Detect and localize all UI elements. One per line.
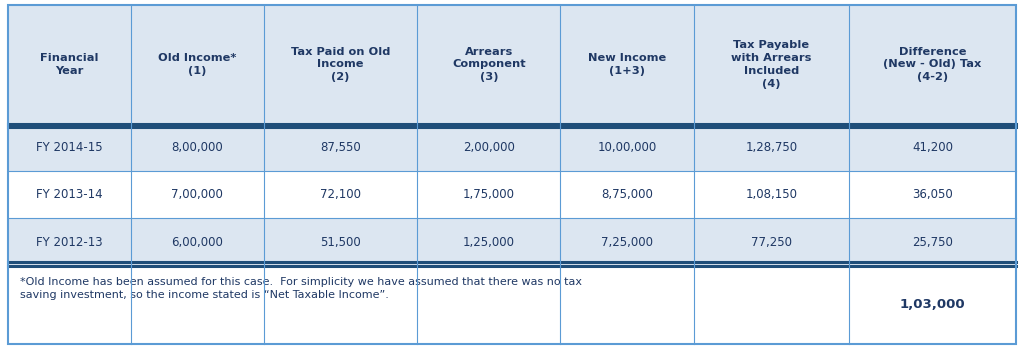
Text: 1,25,000: 1,25,000 (463, 236, 515, 248)
Bar (693, 5, 849, 124)
Text: 77,250: 77,250 (751, 236, 792, 248)
Text: 10,00,000: 10,00,000 (597, 141, 656, 154)
Bar (418, 218, 560, 266)
Bar (418, 5, 560, 124)
Bar (693, 124, 849, 171)
Bar (8, 5, 131, 124)
Text: 41,200: 41,200 (912, 141, 953, 154)
Bar (418, 124, 560, 171)
Text: 7,00,000: 7,00,000 (171, 188, 223, 201)
Bar (849, 218, 1016, 266)
Bar (560, 171, 693, 218)
Bar (264, 5, 418, 124)
Text: 25,750: 25,750 (912, 236, 953, 248)
Text: 1,75,000: 1,75,000 (463, 188, 515, 201)
Bar (560, 124, 693, 171)
Text: 87,550: 87,550 (321, 141, 361, 154)
Text: 1,28,750: 1,28,750 (745, 141, 798, 154)
Text: FY 2012-13: FY 2012-13 (36, 236, 102, 248)
Text: New Income
(1+3): New Income (1+3) (588, 53, 666, 76)
Text: Difference
(New - Old) Tax
(4-2): Difference (New - Old) Tax (4-2) (884, 47, 982, 82)
Text: 7,25,000: 7,25,000 (601, 236, 653, 248)
Text: FY 2014-15: FY 2014-15 (36, 141, 102, 154)
Bar (8, 218, 131, 266)
Bar (8, 171, 131, 218)
Text: 72,100: 72,100 (321, 188, 361, 201)
Bar (8, 266, 849, 344)
Bar (693, 171, 849, 218)
Bar (849, 124, 1016, 171)
Text: 6,00,000: 6,00,000 (171, 236, 223, 248)
Text: 2,00,000: 2,00,000 (463, 141, 515, 154)
Bar (264, 218, 418, 266)
Text: Old Income*
(1): Old Income* (1) (158, 53, 237, 76)
Text: Financial
Year: Financial Year (40, 53, 98, 76)
Bar (693, 218, 849, 266)
Text: 8,00,000: 8,00,000 (171, 141, 223, 154)
Bar (849, 5, 1016, 124)
Bar (131, 218, 264, 266)
Text: 1,08,150: 1,08,150 (745, 188, 798, 201)
Bar (849, 266, 1016, 344)
Text: Arrears
Component
(3): Arrears Component (3) (452, 47, 525, 82)
Text: Tax Payable
with Arrears
Included
(4): Tax Payable with Arrears Included (4) (731, 40, 812, 89)
Bar (560, 218, 693, 266)
Bar (8, 124, 131, 171)
Bar (131, 5, 264, 124)
Bar (131, 171, 264, 218)
Bar (560, 5, 693, 124)
Bar (264, 171, 418, 218)
Text: 8,75,000: 8,75,000 (601, 188, 653, 201)
Text: FY 2013-14: FY 2013-14 (36, 188, 102, 201)
Text: 36,050: 36,050 (912, 188, 953, 201)
Bar (131, 124, 264, 171)
Text: 1,03,000: 1,03,000 (900, 298, 966, 311)
Text: *Old Income has been assumed for this case.  For simplicity we have assumed that: *Old Income has been assumed for this ca… (20, 277, 583, 300)
Bar (264, 124, 418, 171)
Bar (418, 171, 560, 218)
Text: 51,500: 51,500 (321, 236, 361, 248)
Bar (849, 171, 1016, 218)
Text: Tax Paid on Old
Income
(2): Tax Paid on Old Income (2) (291, 47, 390, 82)
